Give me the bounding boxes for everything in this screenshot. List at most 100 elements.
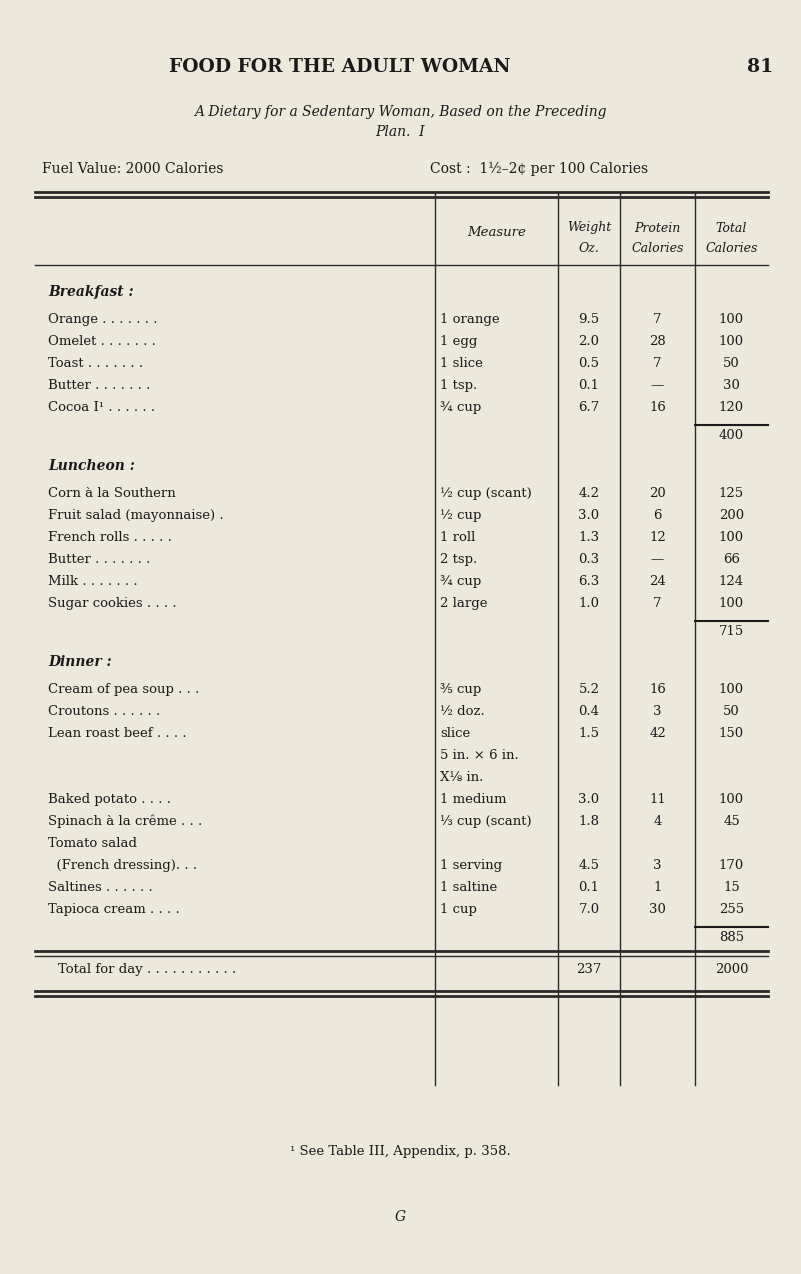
Text: 100: 100 [719,598,744,610]
Text: ½ doz.: ½ doz. [440,705,485,719]
Text: G: G [394,1210,405,1224]
Text: 0.1: 0.1 [578,378,599,392]
Text: 125: 125 [719,487,744,499]
Text: Omelet . . . . . . .: Omelet . . . . . . . [48,335,156,348]
Text: ¾ cup: ¾ cup [440,401,481,414]
Text: 81: 81 [747,59,773,76]
Text: 1 slice: 1 slice [440,357,483,369]
Text: —: — [651,553,664,566]
Text: 3: 3 [654,705,662,719]
Text: 100: 100 [719,792,744,806]
Text: ½ cup (scant): ½ cup (scant) [440,487,532,499]
Text: 1.0: 1.0 [578,598,599,610]
Text: 66: 66 [723,553,740,566]
Text: Fuel Value: 2000 Calories: Fuel Value: 2000 Calories [42,162,223,176]
Text: 15: 15 [723,882,740,894]
Text: 7.0: 7.0 [578,903,600,916]
Text: Calories: Calories [706,242,758,255]
Text: Tapioca cream . . . .: Tapioca cream . . . . [48,903,179,916]
Text: 11: 11 [649,792,666,806]
Text: 2000: 2000 [714,963,748,976]
Text: 150: 150 [719,727,744,740]
Text: Protein: Protein [634,222,681,234]
Text: 7: 7 [654,598,662,610]
Text: 885: 885 [719,931,744,944]
Text: 50: 50 [723,705,740,719]
Text: 3.0: 3.0 [578,510,600,522]
Text: (French dressing). . .: (French dressing). . . [48,859,197,871]
Text: 2 large: 2 large [440,598,488,610]
Text: 1 cup: 1 cup [440,903,477,916]
Text: 1: 1 [654,882,662,894]
Text: Cocoa I¹ . . . . . .: Cocoa I¹ . . . . . . [48,401,155,414]
Text: 1 orange: 1 orange [440,313,500,326]
Text: 7: 7 [654,313,662,326]
Text: 30: 30 [649,903,666,916]
Text: —: — [651,378,664,392]
Text: 5 in. × 6 in.: 5 in. × 6 in. [440,749,519,762]
Text: Sugar cookies . . . .: Sugar cookies . . . . [48,598,177,610]
Text: Dinner :: Dinner : [48,655,111,669]
Text: Toast . . . . . . .: Toast . . . . . . . [48,357,143,369]
Text: 0.1: 0.1 [578,882,599,894]
Text: Measure: Measure [467,225,526,238]
Text: Cream of pea soup . . .: Cream of pea soup . . . [48,683,199,696]
Text: Breakfast :: Breakfast : [48,285,134,299]
Text: 7: 7 [654,357,662,369]
Text: 30: 30 [723,378,740,392]
Text: Butter . . . . . . .: Butter . . . . . . . [48,378,151,392]
Text: 2 tsp.: 2 tsp. [440,553,477,566]
Text: Oz.: Oz. [578,242,599,255]
Text: 0.3: 0.3 [578,553,600,566]
Text: slice: slice [440,727,470,740]
Text: 3.0: 3.0 [578,792,600,806]
Text: ⅓ cup (scant): ⅓ cup (scant) [440,815,532,828]
Text: Lean roast beef . . . .: Lean roast beef . . . . [48,727,187,740]
Text: 0.5: 0.5 [578,357,599,369]
Text: 45: 45 [723,815,740,828]
Text: Baked potato . . . .: Baked potato . . . . [48,792,171,806]
Text: Spinach à la crême . . .: Spinach à la crême . . . [48,815,202,828]
Text: Weight: Weight [567,222,611,234]
Text: 1 medium: 1 medium [440,792,506,806]
Text: X⅛ in.: X⅛ in. [440,771,483,784]
Text: 1 roll: 1 roll [440,531,475,544]
Text: 6.7: 6.7 [578,401,600,414]
Text: 120: 120 [719,401,744,414]
Text: 100: 100 [719,531,744,544]
Text: 5.2: 5.2 [578,683,599,696]
Text: FOOD FOR THE ADULT WOMAN: FOOD FOR THE ADULT WOMAN [169,59,511,76]
Text: 9.5: 9.5 [578,313,600,326]
Text: 124: 124 [719,575,744,589]
Text: 6: 6 [654,510,662,522]
Text: 1 serving: 1 serving [440,859,502,871]
Text: 200: 200 [719,510,744,522]
Text: 100: 100 [719,335,744,348]
Text: Tomato salad: Tomato salad [48,837,137,850]
Text: 1 saltine: 1 saltine [440,882,497,894]
Text: Saltines . . . . . .: Saltines . . . . . . [48,882,153,894]
Text: 400: 400 [719,429,744,442]
Text: Butter . . . . . . .: Butter . . . . . . . [48,553,151,566]
Text: French rolls . . . . .: French rolls . . . . . [48,531,172,544]
Text: 4.5: 4.5 [578,859,599,871]
Text: 4.2: 4.2 [578,487,599,499]
Text: A Dietary for a Sedentary Woman, Based on the Preceding: A Dietary for a Sedentary Woman, Based o… [194,104,606,118]
Text: 715: 715 [718,626,744,638]
Text: 20: 20 [649,487,666,499]
Text: Corn à la Southern: Corn à la Southern [48,487,175,499]
Text: 28: 28 [649,335,666,348]
Text: 170: 170 [718,859,744,871]
Text: 16: 16 [649,401,666,414]
Text: 0.4: 0.4 [578,705,599,719]
Text: Fruit salad (mayonnaise) .: Fruit salad (mayonnaise) . [48,510,223,522]
Text: Calories: Calories [631,242,684,255]
Text: Orange . . . . . . .: Orange . . . . . . . [48,313,158,326]
Text: 1 tsp.: 1 tsp. [440,378,477,392]
Text: 24: 24 [649,575,666,589]
Text: 100: 100 [719,683,744,696]
Text: Total: Total [716,222,747,234]
Text: 237: 237 [576,963,602,976]
Text: 100: 100 [719,313,744,326]
Text: 16: 16 [649,683,666,696]
